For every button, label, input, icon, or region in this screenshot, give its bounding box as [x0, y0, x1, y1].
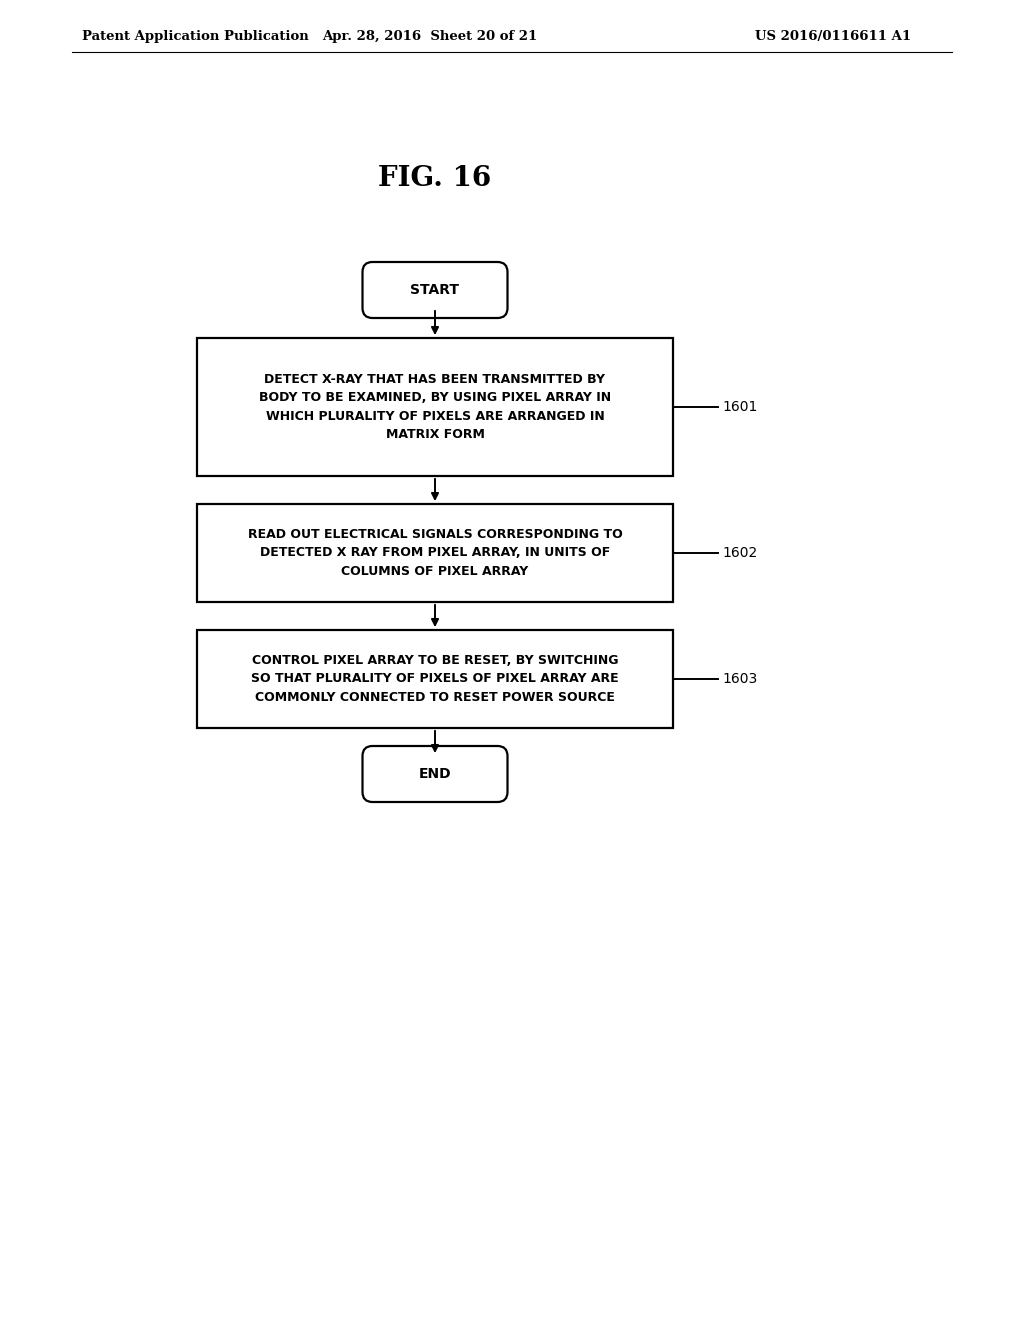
Text: Patent Application Publication: Patent Application Publication [82, 30, 309, 44]
Text: Apr. 28, 2016  Sheet 20 of 21: Apr. 28, 2016 Sheet 20 of 21 [323, 30, 538, 44]
FancyBboxPatch shape [198, 630, 673, 729]
Text: CONTROL PIXEL ARRAY TO BE RESET, BY SWITCHING
SO THAT PLURALITY OF PIXELS OF PIX: CONTROL PIXEL ARRAY TO BE RESET, BY SWIT… [251, 653, 618, 704]
Text: END: END [419, 767, 452, 781]
FancyBboxPatch shape [198, 504, 673, 602]
FancyBboxPatch shape [362, 261, 508, 318]
Text: US 2016/0116611 A1: US 2016/0116611 A1 [755, 30, 911, 44]
Text: 1603: 1603 [723, 672, 758, 686]
Text: DETECT X-RAY THAT HAS BEEN TRANSMITTED BY
BODY TO BE EXAMINED, BY USING PIXEL AR: DETECT X-RAY THAT HAS BEEN TRANSMITTED B… [259, 372, 611, 441]
FancyBboxPatch shape [362, 746, 508, 803]
FancyBboxPatch shape [198, 338, 673, 477]
Text: START: START [411, 282, 460, 297]
Text: READ OUT ELECTRICAL SIGNALS CORRESPONDING TO
DETECTED X RAY FROM PIXEL ARRAY, IN: READ OUT ELECTRICAL SIGNALS CORRESPONDIN… [248, 528, 623, 578]
Text: 1601: 1601 [723, 400, 758, 414]
Text: 1602: 1602 [723, 546, 758, 560]
Text: FIG. 16: FIG. 16 [379, 165, 492, 191]
